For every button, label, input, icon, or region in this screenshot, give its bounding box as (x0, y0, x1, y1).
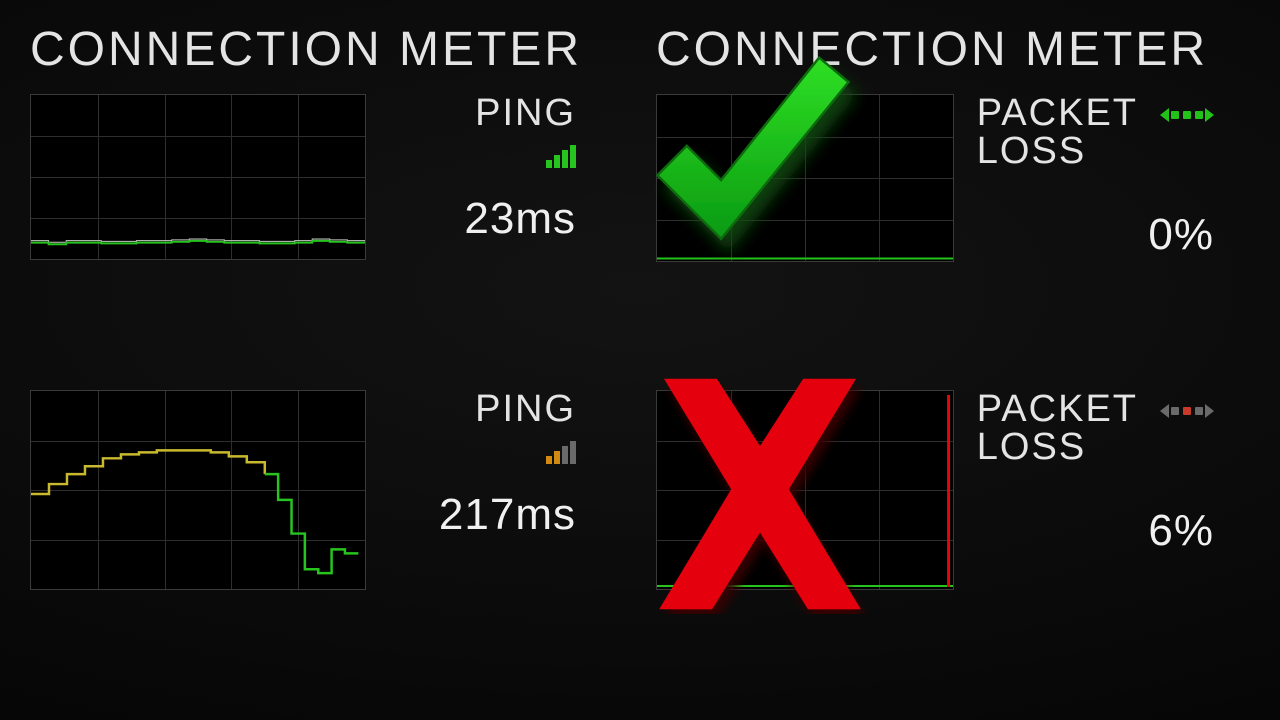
packet-flow-icon (1160, 106, 1214, 124)
ping-good-value: 23ms (464, 194, 576, 244)
packet-good-meter: PACKET LOSS 0% (656, 94, 1214, 262)
packet-bad-label: PACKET LOSS (977, 390, 1138, 466)
signal-bars-icon (546, 142, 576, 168)
signal-bars-icon (546, 438, 576, 464)
left-title: CONNECTION METER (30, 22, 582, 77)
packet-good-label: PACKET LOSS (977, 94, 1138, 170)
right-title: CONNECTION METER (656, 22, 1208, 77)
ping-good-graph (30, 94, 366, 260)
packet-good-value: 0% (1148, 210, 1214, 260)
packet-bad-graph (656, 390, 954, 590)
packet-flow-icon (1160, 402, 1214, 420)
ping-bad-meter: PING 217ms (30, 390, 576, 590)
packet-good-graph (656, 94, 954, 262)
ping-bad-value: 217ms (439, 490, 576, 540)
ping-bad-label: PING (475, 390, 576, 428)
ping-good-meter: PING 23ms (30, 94, 576, 260)
ping-bad-graph (30, 390, 366, 590)
packet-bad-meter: PACKET LOSS 6% (656, 390, 1214, 590)
packet-bad-value: 6% (1148, 506, 1214, 556)
ping-good-label: PING (475, 94, 576, 132)
